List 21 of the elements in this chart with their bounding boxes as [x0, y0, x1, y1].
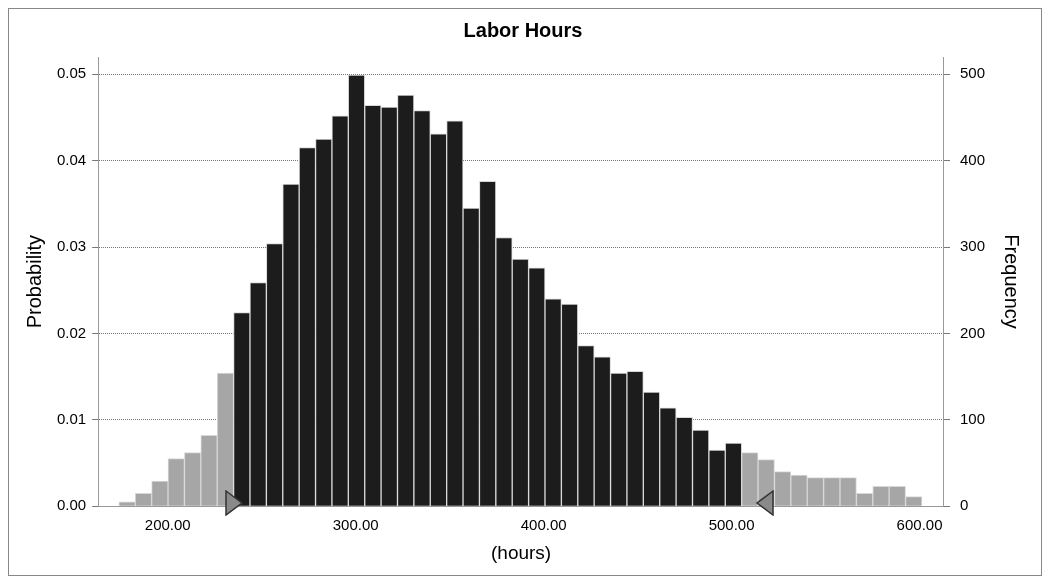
- y-tick-label: 0.01: [56, 409, 87, 427]
- y-tick-label: 0.02: [56, 323, 87, 341]
- x-tick-label: 400.00: [520, 516, 567, 534]
- y-tick-label: 0.03: [56, 237, 87, 255]
- y-tick-label: 0.04: [56, 150, 87, 168]
- y-tick-label: 0.00: [56, 496, 87, 514]
- y2-axis-title: Frequency: [1001, 234, 1024, 329]
- chart-title: Labor Hours: [463, 18, 583, 41]
- y2-tick-label: 200: [959, 323, 985, 341]
- y2-tick-label: 100: [959, 409, 985, 427]
- x-tick-label: 300.00: [332, 516, 379, 534]
- y-tick-label: 0.05: [56, 64, 87, 82]
- x-axis-title: (hours): [490, 541, 552, 563]
- x-tick-label: 600.00: [896, 516, 943, 534]
- x-tick-label: 200.00: [144, 516, 191, 534]
- y2-tick-label: 400: [959, 150, 985, 168]
- y-axis-title: Probability: [22, 234, 45, 329]
- y2-tick-label: 500: [959, 64, 985, 82]
- x-tick-label: 500.00: [708, 516, 755, 534]
- y2-tick-label: 300: [959, 237, 985, 255]
- y2-tick-label: 0: [959, 496, 969, 514]
